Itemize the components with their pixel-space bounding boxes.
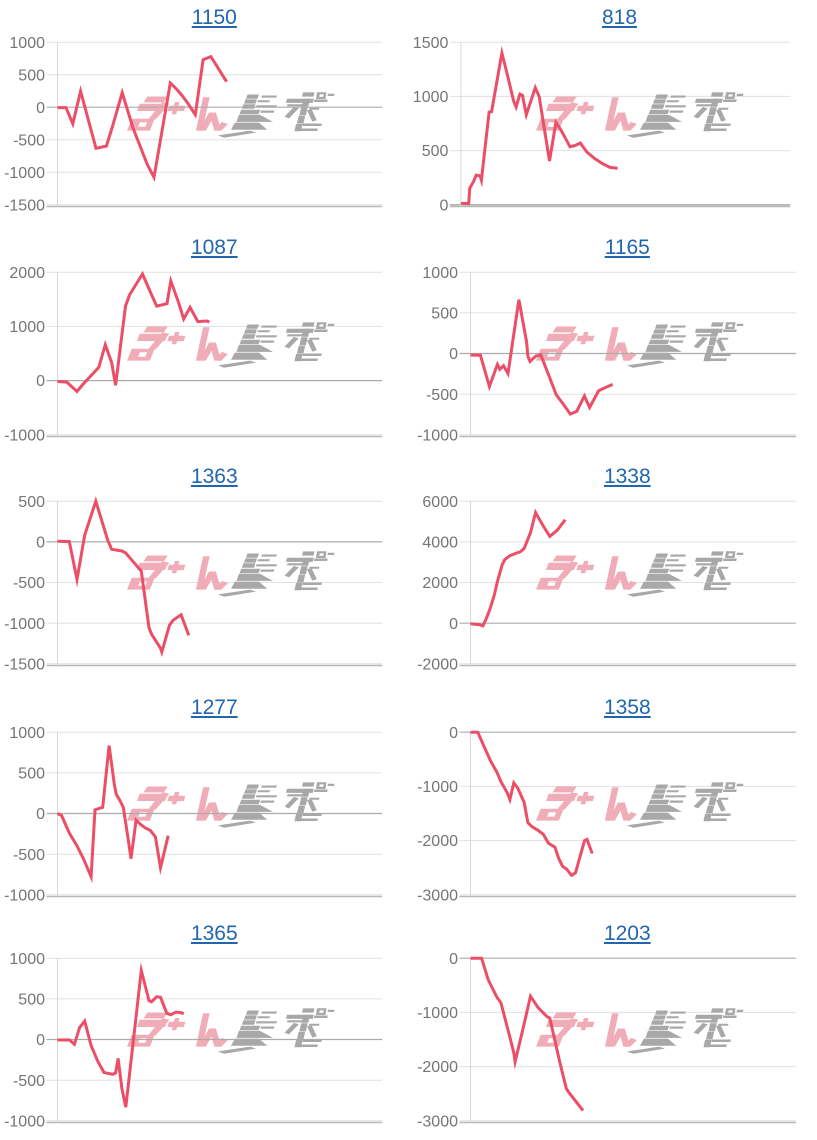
svg-text:0: 0 bbox=[449, 346, 458, 363]
svg-text:-1000: -1000 bbox=[4, 887, 45, 904]
svg-text:500: 500 bbox=[18, 992, 45, 1009]
svg-text:1000: 1000 bbox=[9, 319, 45, 336]
svg-text:-3000: -3000 bbox=[417, 1114, 458, 1131]
svg-text:0: 0 bbox=[36, 100, 45, 117]
svg-text:-2000: -2000 bbox=[417, 656, 458, 673]
svg-text:0: 0 bbox=[36, 806, 45, 823]
svg-text:-1000: -1000 bbox=[4, 165, 45, 182]
svg-text:-500: -500 bbox=[13, 575, 45, 592]
svg-text:500: 500 bbox=[18, 765, 45, 782]
svg-text:0: 0 bbox=[439, 197, 448, 214]
svg-text:0: 0 bbox=[36, 374, 45, 391]
svg-text:1000: 1000 bbox=[422, 265, 458, 282]
svg-text:1000: 1000 bbox=[9, 951, 45, 968]
svg-text:2000: 2000 bbox=[9, 265, 45, 282]
svg-text:500: 500 bbox=[421, 143, 448, 160]
svg-text:1500: 1500 bbox=[412, 35, 448, 52]
svg-text:6000: 6000 bbox=[422, 494, 458, 511]
svg-text:-2000: -2000 bbox=[417, 1060, 458, 1077]
svg-text:-1000: -1000 bbox=[417, 1005, 458, 1022]
svg-text:-1000: -1000 bbox=[4, 428, 45, 445]
svg-text:0: 0 bbox=[449, 725, 458, 742]
svg-text:-1000: -1000 bbox=[417, 779, 458, 796]
svg-text:-1000: -1000 bbox=[4, 616, 45, 633]
svg-text:-1500: -1500 bbox=[4, 656, 45, 673]
svg-text:1000: 1000 bbox=[412, 89, 448, 106]
svg-text:0: 0 bbox=[36, 534, 45, 551]
svg-text:-3000: -3000 bbox=[417, 887, 458, 904]
svg-text:1000: 1000 bbox=[9, 725, 45, 742]
svg-text:-500: -500 bbox=[13, 132, 45, 149]
svg-text:1000: 1000 bbox=[9, 35, 45, 52]
svg-text:-1000: -1000 bbox=[417, 428, 458, 445]
svg-text:500: 500 bbox=[18, 494, 45, 511]
svg-text:500: 500 bbox=[18, 67, 45, 84]
svg-text:0: 0 bbox=[36, 1032, 45, 1049]
svg-text:0: 0 bbox=[449, 951, 458, 968]
svg-text:-500: -500 bbox=[13, 1073, 45, 1090]
svg-text:0: 0 bbox=[449, 616, 458, 633]
svg-text:-500: -500 bbox=[13, 847, 45, 864]
svg-text:-500: -500 bbox=[425, 387, 457, 404]
svg-text:2000: 2000 bbox=[422, 575, 458, 592]
svg-text:-1000: -1000 bbox=[4, 1114, 45, 1131]
svg-text:500: 500 bbox=[431, 306, 458, 323]
svg-text:-1500: -1500 bbox=[4, 197, 45, 214]
svg-text:4000: 4000 bbox=[422, 534, 458, 551]
svg-text:-2000: -2000 bbox=[417, 833, 458, 850]
